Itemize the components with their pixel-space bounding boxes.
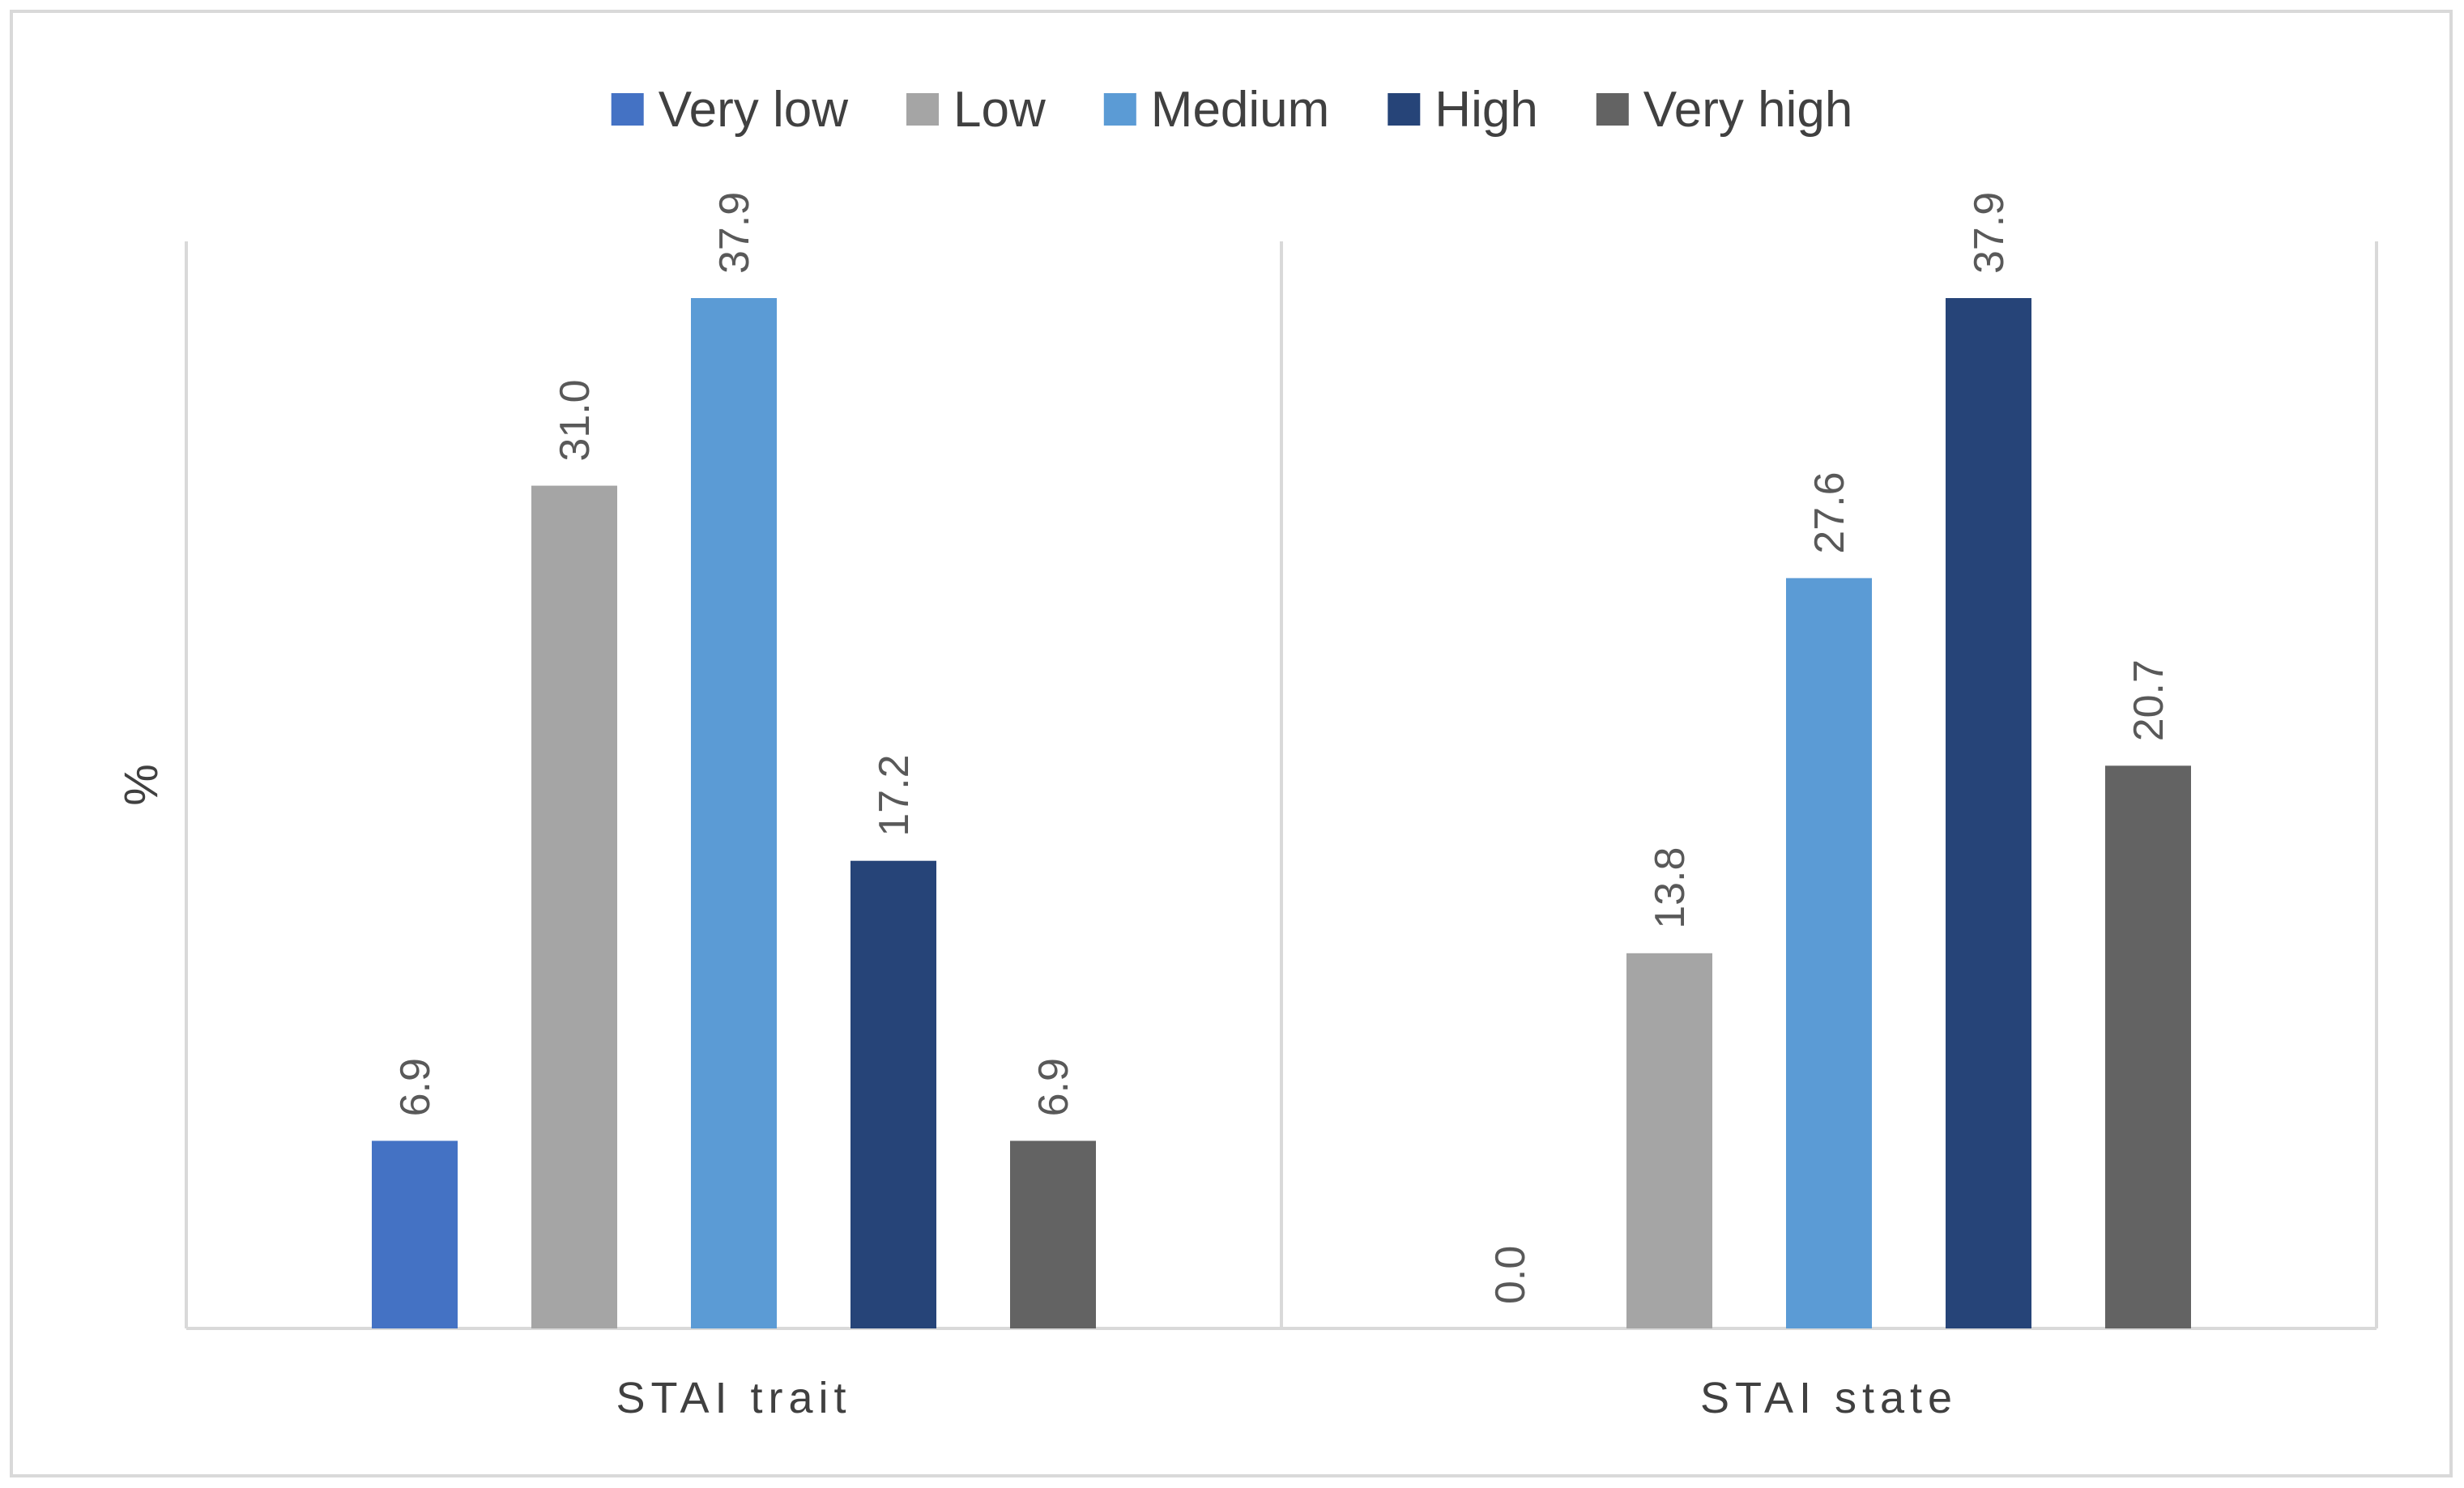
bar-stai-trait-low (531, 485, 617, 1328)
legend-label-medium: Medium (1151, 82, 1330, 138)
bar-stai-trait-medium (691, 298, 777, 1328)
value-label-stai-state-medium: 27.6 (1806, 471, 1853, 553)
legend-swatch-very-low (611, 93, 644, 126)
category-label-stai-trait: STAI trait (616, 1374, 851, 1422)
bar-stai-state-medium (1786, 578, 1872, 1328)
legend-swatch-very-high (1596, 93, 1629, 126)
legend-swatch-high (1388, 93, 1421, 126)
legend-label-high: High (1434, 82, 1538, 138)
bar-stai-trait-high (850, 860, 936, 1328)
bars-group (372, 298, 2191, 1328)
value-label-stai-trait-very-low: 6.9 (392, 1058, 439, 1116)
value-label-stai-state-very-high: 20.7 (2125, 659, 2172, 741)
bar-stai-trait-very-low (372, 1141, 458, 1328)
y-axis-title: % (115, 764, 168, 806)
value-label-stai-trait-low: 31.0 (552, 379, 599, 461)
value-label-stai-state-very-low: 0.0 (1487, 1246, 1534, 1304)
category-label-stai-state: STAI state (1700, 1374, 1958, 1422)
bar-stai-state-high (1946, 298, 2031, 1328)
legend-label-very-high: Very high (1643, 82, 1853, 138)
value-labels-group: 6.9 31.0 37.9 17.2 6.9 0.0 13.8 27.6 37.9 20.7 (392, 192, 2172, 1304)
legend-label-low: Low (953, 82, 1046, 138)
value-label-stai-trait-high: 17.2 (871, 754, 918, 836)
value-label-stai-trait-very-high: 6.9 (1030, 1058, 1077, 1116)
legend-swatch-low (906, 93, 939, 126)
value-label-stai-state-high: 37.9 (1966, 192, 2013, 274)
bar-stai-state-very-high (2105, 765, 2191, 1328)
bar-stai-state-low (1626, 953, 1712, 1328)
value-label-stai-state-low: 13.8 (1647, 847, 1694, 929)
legend-swatch-medium (1103, 93, 1136, 126)
legend: Very low Low Medium High Very high (611, 82, 1853, 138)
value-label-stai-trait-medium: 37.9 (711, 192, 758, 274)
category-labels-group: STAI trait STAI state (616, 1374, 1958, 1422)
legend-label-very-low: Very low (659, 82, 849, 138)
bar-stai-trait-very-high (1010, 1141, 1096, 1328)
